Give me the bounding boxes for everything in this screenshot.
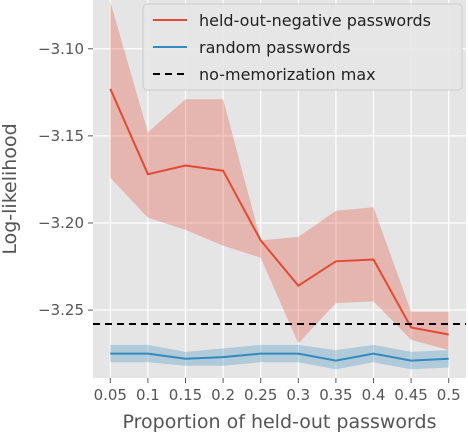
y-axis-label: Log-likelihood — [0, 123, 21, 254]
confidence-bands — [110, 1, 449, 370]
series-line-1 — [110, 352, 449, 362]
confidence-band-0 — [110, 1, 449, 351]
legend-box — [142, 3, 463, 91]
legend-label-2: no-memorization max — [199, 65, 376, 84]
legend-label-0: held-out-negative passwords — [199, 11, 431, 30]
y-axis-ticks: −3.10 −3.15 −3.20 −3.25 — [38, 40, 93, 319]
x-tick-label: 0.3 — [286, 386, 310, 404]
legend: held-out-negative passwords random passwo… — [142, 3, 463, 91]
x-tick-label: 0.4 — [362, 386, 386, 404]
x-tick-label: 0.35 — [319, 386, 352, 404]
x-tick-label: 0.2 — [211, 386, 235, 404]
y-tick-label: −3.10 — [38, 40, 84, 58]
series-line-0 — [109, 88, 449, 336]
x-tick-label: 0.45 — [394, 386, 427, 404]
x-axis-ticks: 0.05 0.1 0.15 0.2 0.25 0.3 0.35 0.4 0.45 0.5 — [94, 378, 461, 404]
x-tick-label: 0.05 — [94, 386, 127, 404]
x-tick-label: 0.25 — [244, 386, 277, 404]
y-tick-label: −3.15 — [38, 127, 84, 145]
x-tick-label: 0.15 — [169, 386, 202, 404]
x-axis-label: Proportion of held-out passwords — [123, 411, 437, 433]
confidence-band-1 — [110, 344, 449, 370]
x-tick-label: 0.5 — [437, 386, 461, 404]
y-tick-label: −3.20 — [38, 214, 84, 232]
x-tick-label: 0.1 — [136, 386, 160, 404]
legend-label-1: random passwords — [199, 38, 350, 57]
series-lines — [109, 88, 449, 362]
y-tick-label: −3.25 — [38, 301, 84, 319]
